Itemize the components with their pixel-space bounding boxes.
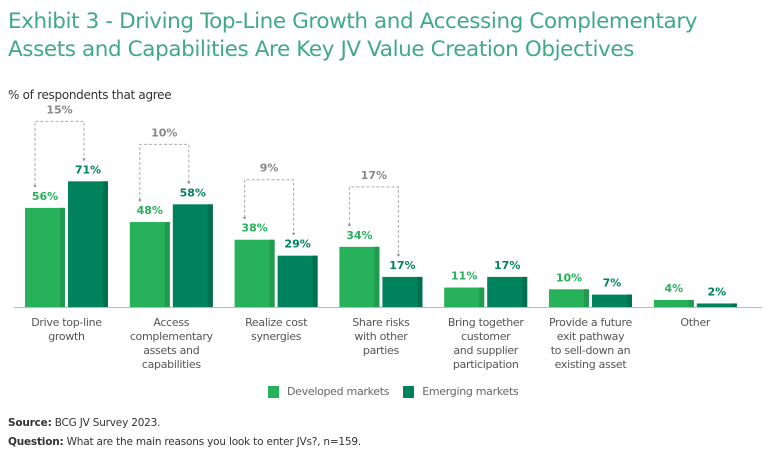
category-label: Bring together xyxy=(448,316,525,329)
data-label: 17% xyxy=(494,259,520,272)
category-label: and supplier xyxy=(453,344,518,357)
bar-developed xyxy=(129,222,170,307)
data-label: 48% xyxy=(137,204,163,217)
difference-bracket xyxy=(348,186,399,255)
bar-shade xyxy=(627,294,632,307)
bar-shade xyxy=(164,222,170,307)
bar-emerging xyxy=(68,181,108,307)
difference-label: 10% xyxy=(151,126,177,139)
bracket-dot xyxy=(138,198,142,202)
bar-developed xyxy=(653,299,694,307)
bar-emerging xyxy=(277,255,318,307)
category-label: Other xyxy=(680,316,711,329)
bar-developed xyxy=(339,246,380,307)
y-axis-label: % of respondents that agree xyxy=(8,88,172,102)
data-label: 38% xyxy=(241,222,267,235)
legend-label-emerging: Emerging markets xyxy=(422,385,519,398)
data-label: 56% xyxy=(32,190,58,203)
legend-swatch-developed xyxy=(268,385,279,398)
category-label: complementary xyxy=(130,330,214,343)
bracket-dot xyxy=(397,253,400,257)
bar-emerging xyxy=(172,204,213,307)
category-label: customer xyxy=(461,330,511,343)
bar-developed xyxy=(234,239,275,307)
bar-developed xyxy=(25,207,65,307)
difference-label: 17% xyxy=(361,169,387,182)
data-label: 4% xyxy=(664,282,683,295)
bar-developed xyxy=(549,289,589,307)
bar-emerging xyxy=(696,303,737,307)
data-label: 34% xyxy=(346,229,372,242)
bar-shade xyxy=(269,239,275,307)
category-label: growth xyxy=(48,330,85,343)
category-label: Drive top-line xyxy=(31,316,102,329)
category-label: existing asset xyxy=(555,358,628,371)
category-label: Provide a future xyxy=(549,316,632,329)
bracket-dot xyxy=(82,158,86,161)
legend-label-developed: Developed markets xyxy=(287,385,390,398)
bar-shade xyxy=(417,276,423,307)
category-label: parties xyxy=(363,344,400,357)
data-label: 7% xyxy=(603,277,622,290)
data-label: 58% xyxy=(180,186,206,199)
difference-label: 9% xyxy=(260,162,279,175)
bar-developed xyxy=(444,287,485,307)
category-label: exit pathway xyxy=(557,330,625,343)
bar-shade xyxy=(731,303,737,307)
source-text: BCG JV Survey 2023. xyxy=(51,417,161,429)
bar-emerging xyxy=(382,276,423,307)
data-label: 10% xyxy=(556,271,582,284)
bar-shade xyxy=(312,255,318,307)
category-label: capabilities xyxy=(142,358,201,371)
category-label: Access xyxy=(153,316,189,329)
source-note: Source: BCG JV Survey 2023. xyxy=(8,417,160,429)
bar-shade xyxy=(60,207,65,307)
bar-emerging xyxy=(592,294,632,307)
question-text: What are the main reasons you look to en… xyxy=(63,436,362,448)
bracket-dot xyxy=(243,216,246,220)
bracket-dot xyxy=(348,223,351,227)
category-label: synergies xyxy=(251,330,302,343)
legend-item-developed: Developed markets xyxy=(268,385,390,398)
bar-shade xyxy=(103,181,108,307)
bar-shade xyxy=(374,246,380,307)
chart-title: Exhibit 3 - Driving Top-Line Growth and … xyxy=(8,9,698,62)
question-label: Question: xyxy=(8,436,64,448)
bar-shade xyxy=(479,287,485,307)
bar-emerging xyxy=(487,276,528,307)
bracket-dot xyxy=(187,181,191,184)
category-label: assets and xyxy=(143,344,199,357)
legend: Developed markets Emerging markets xyxy=(268,385,519,398)
data-label: 2% xyxy=(707,285,726,298)
source-label: Source: xyxy=(8,417,52,429)
bar-shade xyxy=(584,289,589,307)
bar-shade xyxy=(688,299,694,307)
difference-label: 15% xyxy=(46,103,72,116)
bracket-dot xyxy=(292,232,295,235)
category-label: to sell-down an xyxy=(551,344,631,357)
data-label: 17% xyxy=(389,259,415,272)
difference-bracket xyxy=(139,143,190,201)
data-label: 11% xyxy=(451,270,477,283)
bar-shade xyxy=(207,204,213,307)
difference-bracket xyxy=(34,120,85,186)
question-note: Question: What are the main reasons you … xyxy=(8,436,361,448)
difference-bracket xyxy=(244,179,295,234)
category-label: participation xyxy=(453,358,519,371)
legend-swatch-emerging xyxy=(403,385,415,398)
data-label: 71% xyxy=(75,163,101,176)
category-label: Realize cost xyxy=(245,316,308,329)
legend-item-emerging: Emerging markets xyxy=(403,385,519,398)
category-label: Share risks xyxy=(352,316,410,329)
bracket-dot xyxy=(33,184,37,188)
data-label: 29% xyxy=(284,238,310,251)
bar-shade xyxy=(522,276,528,307)
category-label: with other xyxy=(354,330,408,343)
